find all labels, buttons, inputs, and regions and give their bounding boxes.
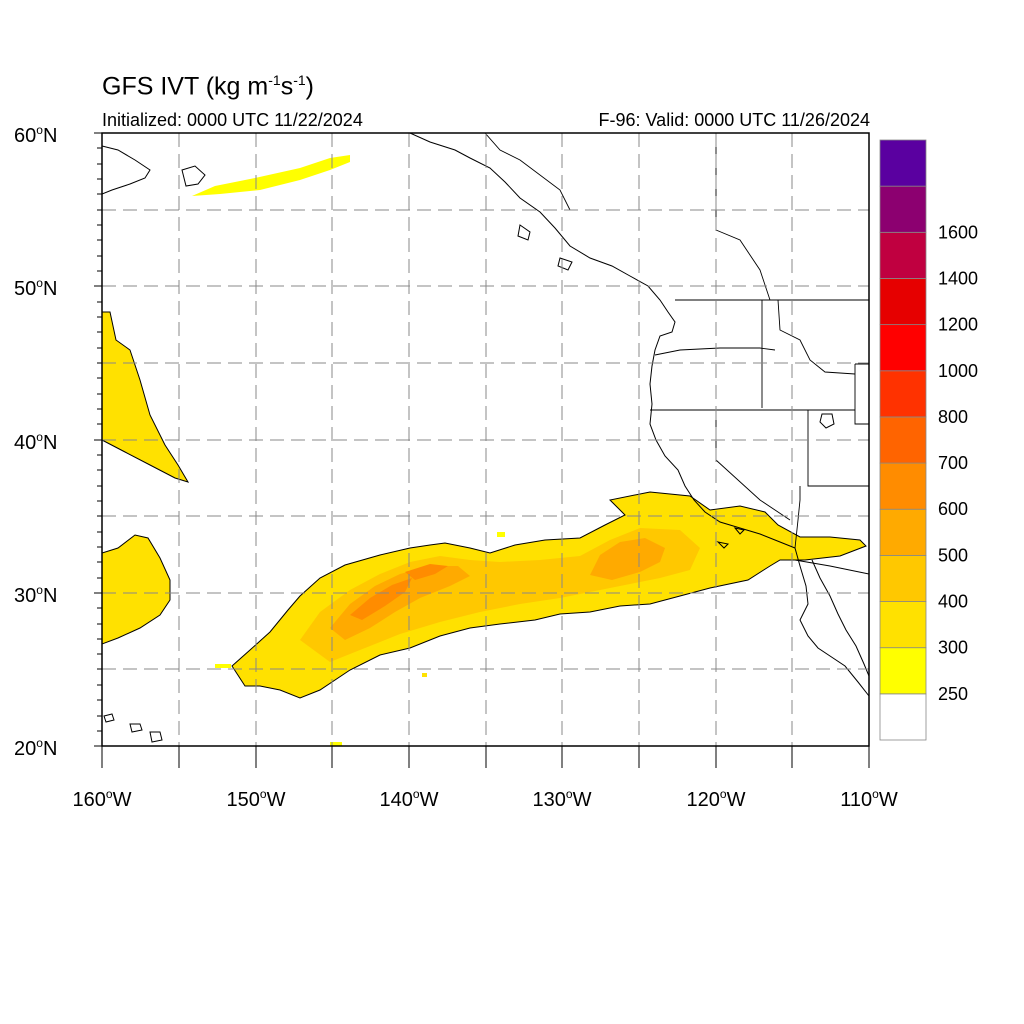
lon-label-120: 120oW [687, 787, 746, 811]
colorbar-label: 800 [938, 407, 968, 427]
colorbar-label: 400 [938, 592, 968, 612]
colorbar-box [879, 601, 927, 649]
colorbar-label: 700 [938, 453, 968, 473]
colorbar-box [879, 462, 927, 510]
lon-label-160: 160oW [73, 787, 132, 811]
colorbar-box [879, 416, 927, 464]
colorbar-label: 1200 [938, 315, 978, 335]
colorbar-label: 1000 [938, 361, 978, 381]
channel-islands-icon [716, 527, 745, 549]
ivt-spot-4 [497, 532, 505, 537]
colorbar-box [879, 554, 927, 602]
lon-label-110: 110oW [840, 787, 898, 811]
lon-label-140: 140oW [380, 787, 439, 811]
colorbar-box [879, 647, 927, 695]
title-suffix: ) [305, 72, 314, 101]
lat-label-60: 60oN [14, 123, 57, 147]
colorbar-label: 250 [938, 684, 968, 704]
title-exponent-1: -1 [268, 72, 281, 88]
colorbar-label: 500 [938, 545, 968, 565]
co-border-icon [854, 363, 869, 425]
colorbar-label: 1600 [938, 222, 978, 242]
coastlines [102, 133, 869, 743]
lat-label-30: 30oN [14, 583, 57, 607]
ivt-band-west-south [102, 534, 171, 645]
lon-label-130: 130oW [533, 787, 592, 811]
ivt-spot-3 [422, 673, 427, 677]
lat-label-20: 20oN [14, 736, 57, 760]
alaska-peninsula-icon [181, 165, 206, 187]
island-1-icon [517, 224, 531, 241]
bc-coast-icon [409, 133, 796, 549]
alaska-border-icon [484, 133, 571, 211]
lat-label-40: 40oN [14, 430, 57, 454]
colorbar-box [879, 370, 927, 418]
latitude-labels: 60oN 50oN 40oN 30oN 20oN [14, 123, 57, 760]
political-borders [484, 133, 869, 575]
colorbar-label: 300 [938, 638, 968, 658]
title-prefix: GFS IVT (kg m [102, 72, 269, 101]
colorbar-box [879, 185, 927, 233]
colorbar-box [879, 324, 927, 372]
ivt-spot-1 [215, 664, 231, 668]
island-2-icon [557, 257, 573, 271]
colorbar-box [879, 278, 927, 326]
valid-time-label: F-96: Valid: 0000 UTC 11/26/2024 [598, 110, 871, 130]
map-content [102, 133, 869, 746]
axis-ticks [94, 132, 870, 768]
az-border-icon [794, 486, 801, 549]
colorbar-box [879, 231, 927, 279]
init-time-label: Initialized: 0000 UTC 11/22/2024 [102, 110, 363, 130]
ut-border-icon [807, 410, 869, 487]
lat-label-50: 50oN [14, 276, 57, 300]
colorbar: 1600 1400 1200 1000 800 700 600 500 400 300 250 [879, 139, 978, 741]
colorbar-label: 600 [938, 499, 968, 519]
title-exponent-2: -1 [293, 72, 306, 88]
mt-border-icon [777, 299, 856, 375]
map-title: GFS IVT (kg m-1s-1) [102, 72, 314, 101]
colorbar-box [879, 693, 927, 741]
wa-or-border-icon [654, 347, 776, 356]
ivt-river-500 [350, 564, 448, 620]
lon-label-150: 150oW [227, 787, 286, 811]
hawaii-icon [103, 713, 163, 743]
colorbar-boxes [879, 139, 927, 741]
baja-coast-icon [794, 547, 869, 697]
ivt-band-north [192, 155, 350, 196]
title-mid: s [280, 72, 294, 101]
ivt-spot-2 [330, 742, 342, 746]
mexico-border-icon [794, 559, 869, 575]
longitude-labels: 160oW 150oW 140oW 130oW 120oW 110oW [73, 787, 898, 811]
alaska-coast-icon [102, 145, 151, 195]
lake-icon [819, 413, 835, 429]
baja-gulf-icon [811, 559, 869, 677]
colorbar-box [879, 139, 927, 187]
colorbar-labels: 1600 1400 1200 1000 800 700 600 500 400 300 250 [938, 222, 978, 704]
graticule [102, 133, 869, 746]
colorbar-label: 1400 [938, 268, 978, 288]
colorbar-box [879, 508, 927, 556]
